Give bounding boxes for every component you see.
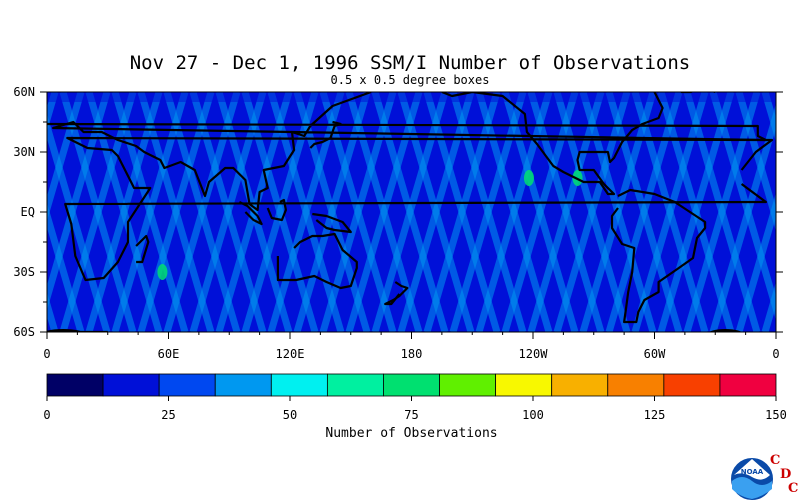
- heatmap-swath-desc: [137, 92, 215, 332]
- heatmap-swath-desc: [85, 92, 163, 332]
- x-tick-label: 0: [43, 347, 50, 361]
- heatmap-band-north: [47, 92, 776, 102]
- japan-outline: [309, 120, 342, 149]
- coastlines: [47, 92, 774, 332]
- colorbar-segment: [551, 373, 609, 397]
- heatmap-swath-desc: [423, 92, 501, 332]
- x-tick-label: 120E: [276, 347, 305, 361]
- heatmap-swath-desc: [527, 92, 605, 332]
- africa-outline: [64, 136, 774, 282]
- colorbar-segment: [214, 373, 272, 397]
- colorbar-segment: [46, 373, 104, 397]
- antarctica-patch: [708, 329, 742, 332]
- y-tick-label: 30S: [13, 265, 35, 279]
- colorbar-tick-label: 50: [283, 408, 297, 422]
- north-america-outline: [441, 92, 664, 196]
- colorbar-segment: [326, 373, 384, 397]
- colorbar-tick-label: 0: [43, 408, 50, 422]
- heatmap-swath-desc: [683, 92, 761, 332]
- colorbar-segment: [383, 373, 440, 397]
- x-tick-label: 120W: [519, 347, 549, 361]
- cdc-letter-1: C: [770, 453, 781, 468]
- colorbar-segment: [439, 373, 497, 397]
- heatmap-swath-desc: [111, 92, 189, 332]
- heatmap-swath-desc: [397, 92, 475, 332]
- chart-subtitle: 0.5 x 0.5 degree boxes: [330, 73, 490, 87]
- x-tick-label: 60E: [158, 347, 180, 361]
- greenland-outline: [680, 92, 716, 94]
- colorbar-segment: [663, 373, 721, 397]
- heatmap-swath-desc: [0, 92, 3, 332]
- colorbar-tick-label: 25: [161, 408, 175, 422]
- chart-title: Nov 27 - Dec 1, 1996 SSM/I Number of Obs…: [129, 52, 691, 74]
- colorbar-segment: [495, 373, 553, 397]
- australia-outline: [276, 232, 358, 290]
- heatmap-hotspot: [523, 170, 534, 186]
- colorbar-tick-label: 100: [522, 408, 544, 422]
- noaa-emblem-icon: NOAA: [729, 456, 775, 502]
- heatmap-swath-desc: [475, 92, 553, 332]
- heatmap-swath-asc: [47, 202, 85, 332]
- heatmap-swath-desc: [553, 92, 631, 332]
- colorbar-tick-label: 125: [644, 408, 666, 422]
- heatmap-swath-desc: [59, 92, 137, 332]
- madagascar-outline: [135, 234, 150, 264]
- colorbar-segment: [158, 373, 216, 397]
- south-america-outline: [610, 188, 707, 324]
- eurasia-outline: [47, 92, 767, 212]
- x-tick-label: 0: [772, 347, 779, 361]
- noaa-logo-text: NOAA: [741, 468, 764, 476]
- antarctica-patch: [47, 329, 84, 332]
- y-tick-label: 60N: [13, 85, 35, 99]
- heatmap-swath-desc: [735, 192, 776, 332]
- heatmap-swath-desc: [319, 92, 397, 332]
- heatmap-swath-desc: [47, 92, 85, 222]
- heatmap-swath-desc: [345, 92, 423, 332]
- heatmap-swath-desc: [791, 92, 800, 332]
- colorbar-segment: [719, 373, 777, 397]
- heatmap-swath-desc: [657, 92, 735, 332]
- y-tick-label: 30N: [13, 145, 35, 159]
- cdc-letter-2: D: [780, 467, 792, 482]
- y-tick-label: EQ: [21, 205, 35, 219]
- heatmap-swath-desc: [579, 92, 657, 332]
- x-tick-label: 180: [401, 347, 423, 361]
- heatmap-swath-desc: [709, 103, 776, 332]
- colorbar-tick-label: 150: [765, 408, 787, 422]
- sumatra-outline: [238, 201, 263, 226]
- colorbar-segment: [102, 373, 160, 397]
- cdc-letter-3: C: [788, 481, 799, 496]
- new-zealand-outline: [384, 281, 409, 306]
- heatmap-swath-asc: [791, 92, 800, 332]
- y-tick-label: 60S: [13, 325, 35, 339]
- borneo-outline: [266, 198, 287, 222]
- heatmap-swath-asc: [0, 92, 3, 332]
- heatmap-hotspot: [157, 264, 168, 280]
- colorbar-segment: [607, 373, 665, 397]
- heatmap-swath-desc: [163, 92, 241, 332]
- new-guinea-outline: [312, 212, 352, 234]
- colorbar-label: Number of Observations: [325, 426, 497, 441]
- noaa-logo: NOAA C D C: [728, 453, 799, 502]
- heatmap-swath-desc: [501, 92, 579, 332]
- heatmap-swath-desc: [631, 92, 709, 332]
- heatmap-swath-desc: [371, 92, 449, 332]
- heatmap-swath-desc: [449, 92, 527, 332]
- colorbar-segment: [270, 373, 328, 397]
- heatmap-swath-desc: [605, 92, 683, 332]
- colorbar-tick-label: 75: [404, 408, 418, 422]
- x-tick-label: 60W: [644, 347, 666, 361]
